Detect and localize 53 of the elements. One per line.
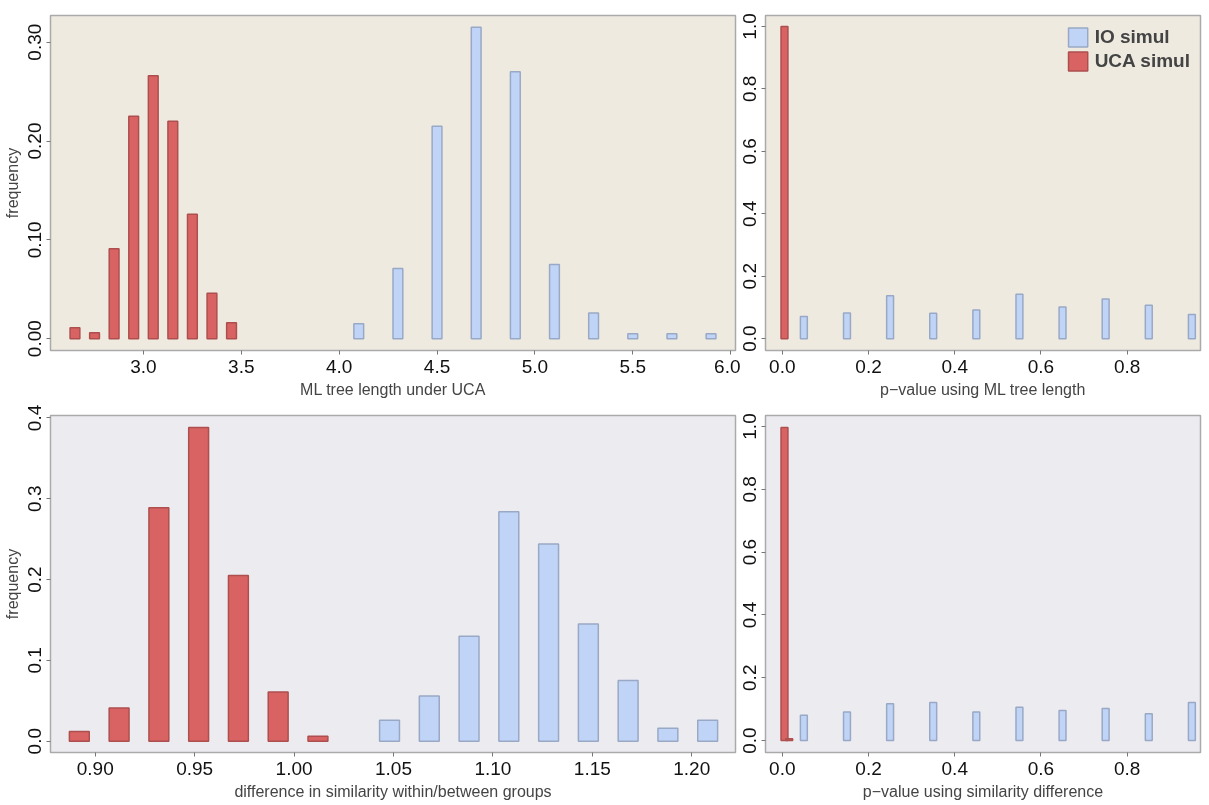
y-tick-label: 0.0	[739, 325, 761, 352]
x-tick-label: 0.8	[1114, 757, 1141, 779]
y-tick-label: 0.10	[24, 221, 46, 259]
x-tick-label: 5.5	[619, 355, 646, 377]
x-tick-label: 0.8	[1114, 355, 1141, 377]
x-tick-label: 4.5	[423, 355, 451, 377]
y-tick-label: 0.4	[24, 404, 46, 432]
x-tick-label: 0.4	[941, 757, 969, 779]
y-tick-label: 0.2	[739, 262, 761, 290]
y-tick-label: 0.4	[739, 200, 761, 227]
y-tick-label: 0.2	[739, 664, 761, 691]
x-axis-title: difference in similarity within/between groups	[234, 782, 552, 800]
y-axis-title: frequency	[3, 548, 21, 620]
y-tick-label: 0.2	[24, 566, 46, 593]
x-tick-label: 1.20	[673, 757, 711, 779]
x-tick-label: 0.6	[1027, 355, 1055, 377]
x-tick-label: 0.90	[76, 757, 114, 779]
y-tick-label: 0.8	[739, 75, 761, 103]
x-axis-title: ML tree length under UCA	[300, 380, 486, 398]
x-axis-title: p−value using ML tree length	[880, 380, 1086, 398]
x-tick-label: 1.15	[573, 757, 611, 779]
x-tick-label: 4.0	[325, 355, 353, 377]
legend-label: IO simul	[1094, 26, 1170, 48]
legend-label: UCA simul	[1094, 50, 1190, 72]
y-tick-label: 0.8	[739, 476, 761, 503]
y-axis-title: frequency	[3, 147, 21, 219]
x-tick-label: 1.10	[474, 757, 512, 779]
x-tick-label: 3.0	[130, 355, 157, 377]
x-axis-title: p−value using similarity difference	[862, 782, 1104, 800]
y-tick-label: 0.30	[24, 23, 46, 61]
x-tick-label: 0.95	[176, 757, 214, 779]
x-tick-label: 5.0	[521, 355, 549, 377]
y-tick-label: 0.1	[24, 647, 46, 674]
y-tick-label: 0.3	[24, 485, 46, 512]
y-tick-label: 0.0	[739, 727, 761, 754]
x-tick-label: 0.4	[941, 355, 969, 377]
x-tick-label: 0.0	[769, 757, 796, 779]
x-tick-label: 6.0	[714, 355, 741, 377]
y-tick-label: 0.00	[24, 320, 46, 358]
y-tick-label: 0.6	[739, 138, 761, 165]
x-tick-label: 0.0	[769, 355, 796, 377]
y-tick-label: 1.0	[739, 413, 761, 440]
y-tick-label: 0.20	[24, 122, 46, 160]
y-tick-label: 0.6	[739, 538, 761, 566]
y-tick-label: 0.0	[24, 727, 46, 755]
x-tick-label: 0.2	[855, 757, 882, 779]
y-tick-label: 1.0	[739, 13, 761, 40]
x-tick-label: 1.05	[375, 757, 412, 779]
x-tick-label: 1.00	[275, 757, 313, 779]
x-tick-label: 3.5	[228, 355, 255, 377]
x-tick-label: 0.2	[855, 355, 882, 377]
x-tick-label: 0.6	[1027, 757, 1055, 779]
y-tick-label: 0.4	[739, 601, 761, 629]
